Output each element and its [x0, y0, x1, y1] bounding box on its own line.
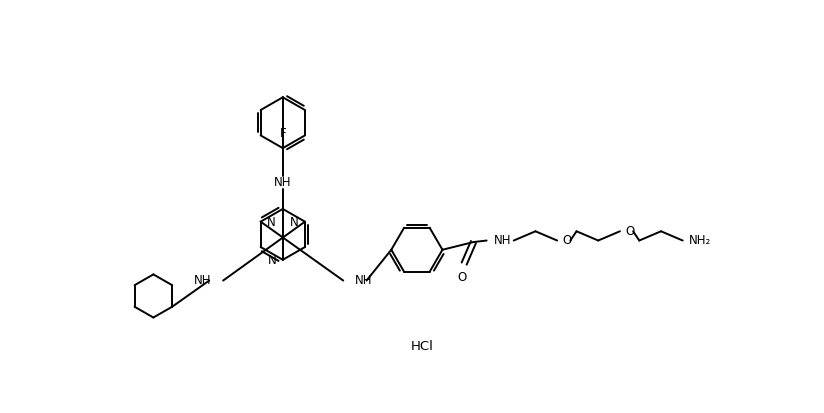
Text: NH₂: NH₂ — [689, 234, 711, 247]
Text: O: O — [625, 225, 634, 238]
Text: F: F — [279, 128, 286, 140]
Text: N: N — [267, 216, 275, 229]
Text: NH: NH — [355, 274, 372, 287]
Text: O: O — [563, 234, 572, 247]
Text: N: N — [290, 216, 299, 229]
Text: NH: NH — [494, 234, 512, 247]
Text: HCl: HCl — [411, 339, 433, 353]
Text: O: O — [457, 271, 466, 284]
Text: N: N — [268, 254, 277, 267]
Text: NH: NH — [274, 176, 292, 189]
Text: NH: NH — [194, 274, 212, 287]
